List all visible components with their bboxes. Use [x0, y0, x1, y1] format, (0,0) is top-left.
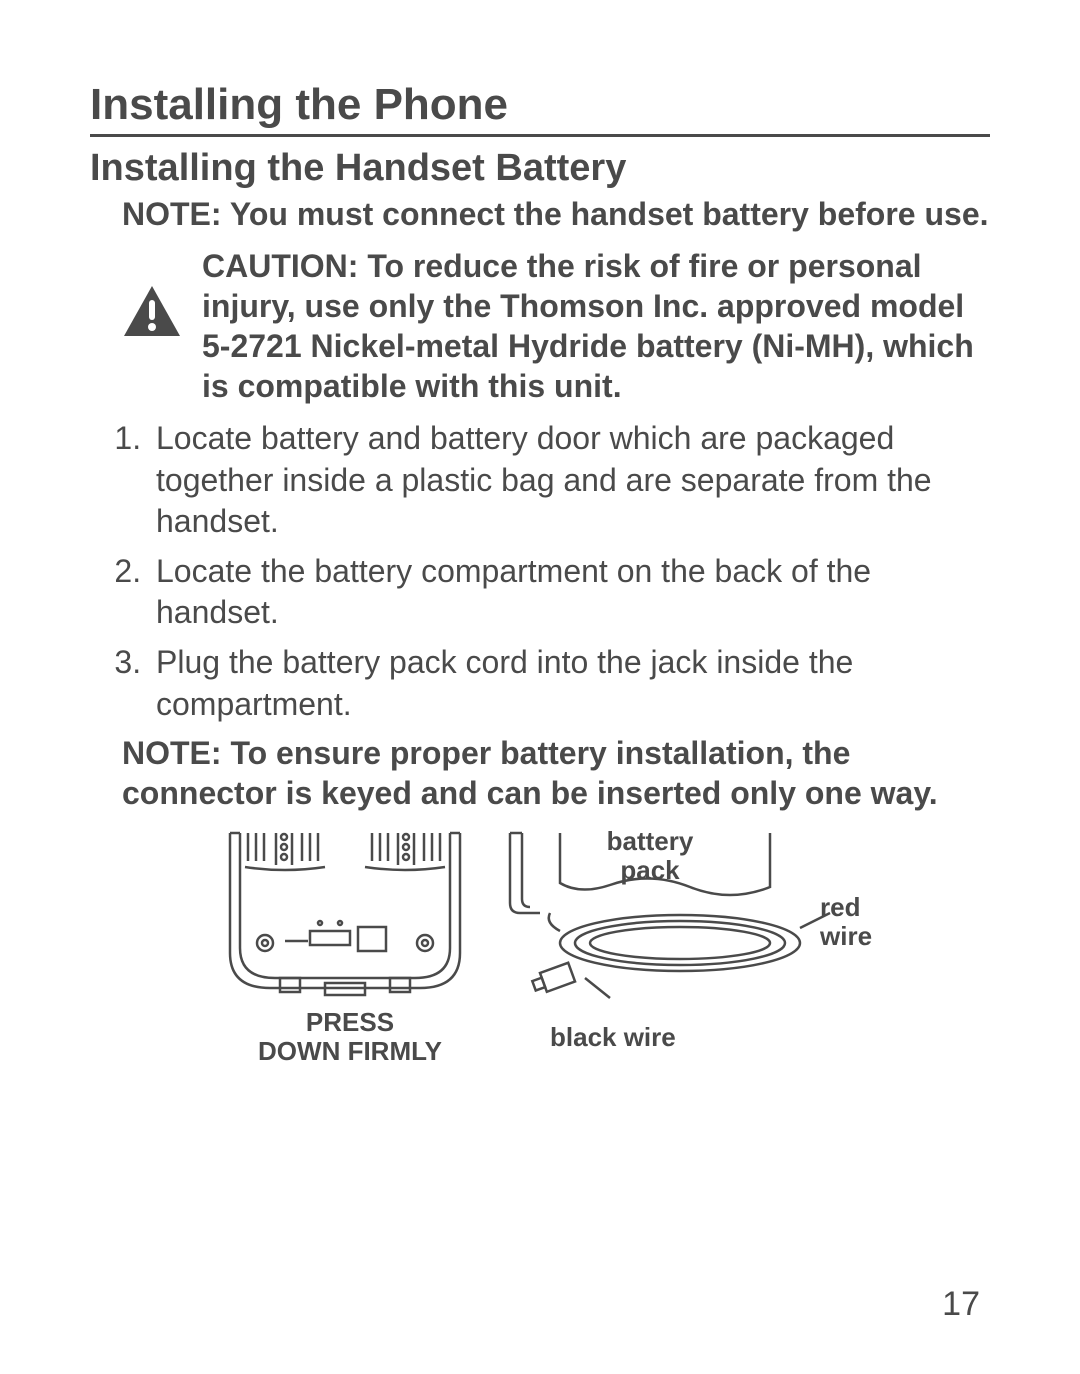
step-1: Locate battery and battery door which ar…	[150, 418, 990, 543]
page-number: 17	[942, 1285, 980, 1324]
caution-block: CAUTION: To reduce the risk of fire or p…	[122, 246, 990, 406]
section-subtitle: Installing the Handset Battery	[90, 147, 990, 190]
install-steps: Locate battery and battery door which ar…	[90, 418, 990, 725]
black-wire-label: black wire	[550, 1023, 676, 1052]
battery-pack-label: battery pack	[590, 827, 710, 884]
installation-figure: PRESS DOWN FIRMLY battery pack red wire …	[190, 823, 890, 1103]
note-before-use: NOTE: You must connect the handset batte…	[122, 194, 990, 234]
warning-icon	[122, 284, 192, 343]
step-3: Plug the battery pack cord into the jack…	[150, 642, 990, 725]
red-wire-label: red wire	[820, 893, 890, 950]
step-2: Locate the battery compartment on the ba…	[150, 551, 990, 634]
page-title: Installing the Phone	[90, 80, 990, 137]
caution-text: CAUTION: To reduce the risk of fire or p…	[202, 246, 990, 406]
press-down-label: PRESS DOWN FIRMLY	[250, 1008, 450, 1065]
note-connector-keyed: NOTE: To ensure proper battery installat…	[122, 733, 990, 813]
manual-page: Installing the Phone Installing the Hand…	[0, 0, 1080, 1374]
